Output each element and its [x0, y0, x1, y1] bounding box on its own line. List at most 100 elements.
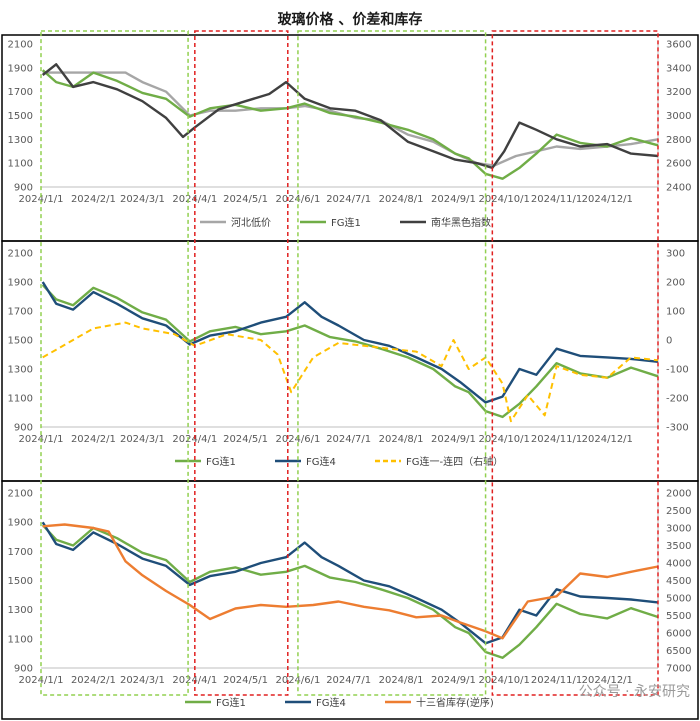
series-line-2 [41, 69, 659, 180]
y-tick-label: 1500 [8, 576, 33, 587]
y2-tick-label: 4500 [666, 576, 691, 587]
highlight-region-1 [40, 30, 189, 696]
panel-frame [1, 480, 699, 720]
x-tick-label: 2024/11/1 [531, 675, 582, 686]
y2-tick-label: 5500 [666, 611, 691, 622]
series-line-3 [41, 63, 659, 170]
x-tick-label: 2024/8/1 [379, 675, 424, 686]
y2-tick-label: 3500 [666, 541, 691, 552]
y-tick-label: 1100 [8, 634, 33, 645]
legend-label-2: FG连1 [331, 216, 361, 229]
y2-tick-label: 2600 [666, 159, 691, 170]
series-line-2 [41, 521, 659, 645]
y2-tick-label: -100 [666, 365, 689, 376]
x-tick-label: 2024/12/1 [582, 194, 633, 205]
x-tick-label: 2024/9/1 [431, 434, 476, 445]
legend-label-3: 南华黑色指数 [431, 216, 491, 229]
x-tick-label: 2024/10/1 [479, 434, 530, 445]
y-tick-label: 900 [14, 423, 33, 434]
x-tick-label: 2024/7/1 [326, 434, 371, 445]
y-tick-label: 1700 [8, 547, 33, 558]
legend-label-3: 十三省库存(逆序) [416, 696, 494, 709]
x-tick-label: 2024/1/1 [19, 194, 64, 205]
x-tick-label: 2024/5/1 [223, 194, 268, 205]
y-tick-label: 1100 [8, 394, 33, 405]
y2-tick-label: 6000 [666, 629, 691, 640]
y2-tick-label: 2400 [666, 183, 691, 194]
x-tick-label: 2024/4/1 [172, 434, 217, 445]
y-tick-label: 1900 [8, 278, 33, 289]
legend-label-2: FG连4 [316, 696, 346, 709]
y-tick-label: 900 [14, 183, 33, 194]
x-tick-label: 2024/3/1 [120, 434, 165, 445]
x-tick-label: 2024/7/1 [326, 675, 371, 686]
y2-tick-label: 2000 [666, 489, 691, 500]
highlight-region-4 [491, 30, 659, 696]
x-tick-label: 2024/2/1 [71, 194, 116, 205]
y2-tick-label: 5000 [666, 594, 691, 605]
y-tick-label: 1100 [8, 159, 33, 170]
chart-title: 玻璃价格 、价差和库存 [278, 11, 423, 28]
series-line-3 [42, 523, 659, 640]
y2-tick-label: 2800 [666, 135, 691, 146]
x-tick-label: 2024/1/1 [19, 675, 64, 686]
y2-tick-label: 4000 [666, 559, 691, 570]
y2-tick-label: 0 [666, 336, 672, 347]
series-line-1 [41, 284, 659, 419]
x-tick-label: 2024/3/1 [120, 194, 165, 205]
x-tick-label: 2024/5/1 [223, 675, 268, 686]
x-tick-label: 2024/6/1 [275, 434, 320, 445]
y-tick-label: 1700 [8, 307, 33, 318]
series-line-1 [41, 524, 659, 659]
y2-tick-label: 2500 [666, 506, 691, 517]
x-tick-label: 2024/5/1 [223, 434, 268, 445]
y2-tick-label: 100 [666, 307, 685, 318]
x-tick-label: 2024/12/1 [582, 434, 633, 445]
y2-tick-label: 6500 [666, 646, 691, 657]
watermark-text: 公众号 · 永安研究 [579, 684, 690, 700]
y-tick-label: 1300 [8, 365, 33, 376]
y2-tick-label: 3000 [666, 524, 691, 535]
y-tick-label: 900 [14, 664, 33, 675]
y-tick-label: 1300 [8, 605, 33, 616]
x-tick-label: 2024/10/1 [479, 675, 530, 686]
y2-tick-label: 7000 [666, 664, 691, 675]
y2-tick-label: 300 [666, 249, 685, 260]
x-tick-label: 2024/8/1 [379, 194, 424, 205]
y2-tick-label: 3200 [666, 87, 691, 98]
y2-tick-label: 200 [666, 278, 685, 289]
x-tick-label: 2024/9/1 [431, 194, 476, 205]
x-tick-label: 2024/2/1 [71, 675, 116, 686]
chart-panels: 900 1100 1300 1500 1700 1900 2100 2400 2600 2800 3… [1, 34, 699, 720]
y2-tick-label: 3400 [666, 63, 691, 74]
series-line-2 [41, 281, 659, 404]
y2-tick-label: -300 [666, 423, 689, 434]
legend-label-2: FG连4 [306, 455, 336, 468]
y-tick-label: 1700 [8, 87, 33, 98]
x-tick-label: 2024/3/1 [120, 675, 165, 686]
y2-tick-label: 3600 [666, 40, 691, 51]
x-tick-label: 2024/8/1 [379, 434, 424, 445]
y-tick-label: 2100 [8, 40, 33, 51]
y-tick-label: 1900 [8, 518, 33, 529]
highlight-region-3 [297, 30, 487, 696]
legend-label-1: FG连1 [216, 696, 246, 709]
x-tick-label: 2024/7/1 [326, 194, 371, 205]
x-tick-label: 2024/11/1 [531, 434, 582, 445]
series-line-3 [42, 321, 659, 423]
legend-label-1: FG连1 [206, 455, 236, 468]
legend-label-3: FG连一-连四（右轴） [406, 455, 503, 468]
y-tick-label: 1300 [8, 135, 33, 146]
x-tick-label: 2024/12/1 [582, 675, 633, 686]
y-tick-label: 2100 [8, 249, 33, 260]
y2-tick-label: 3000 [666, 111, 691, 122]
chart-panel-2: 900 1100 1300 1500 1700 1900 2100 -300 -200 -100 0… [1, 240, 699, 482]
highlight-regions [40, 30, 659, 696]
x-tick-label: 2024/10/1 [479, 194, 530, 205]
x-tick-label: 2024/9/1 [431, 675, 476, 686]
y-tick-label: 1500 [8, 336, 33, 347]
legend-label-1: 河北低价 [231, 216, 271, 229]
y-tick-label: 1900 [8, 63, 33, 74]
